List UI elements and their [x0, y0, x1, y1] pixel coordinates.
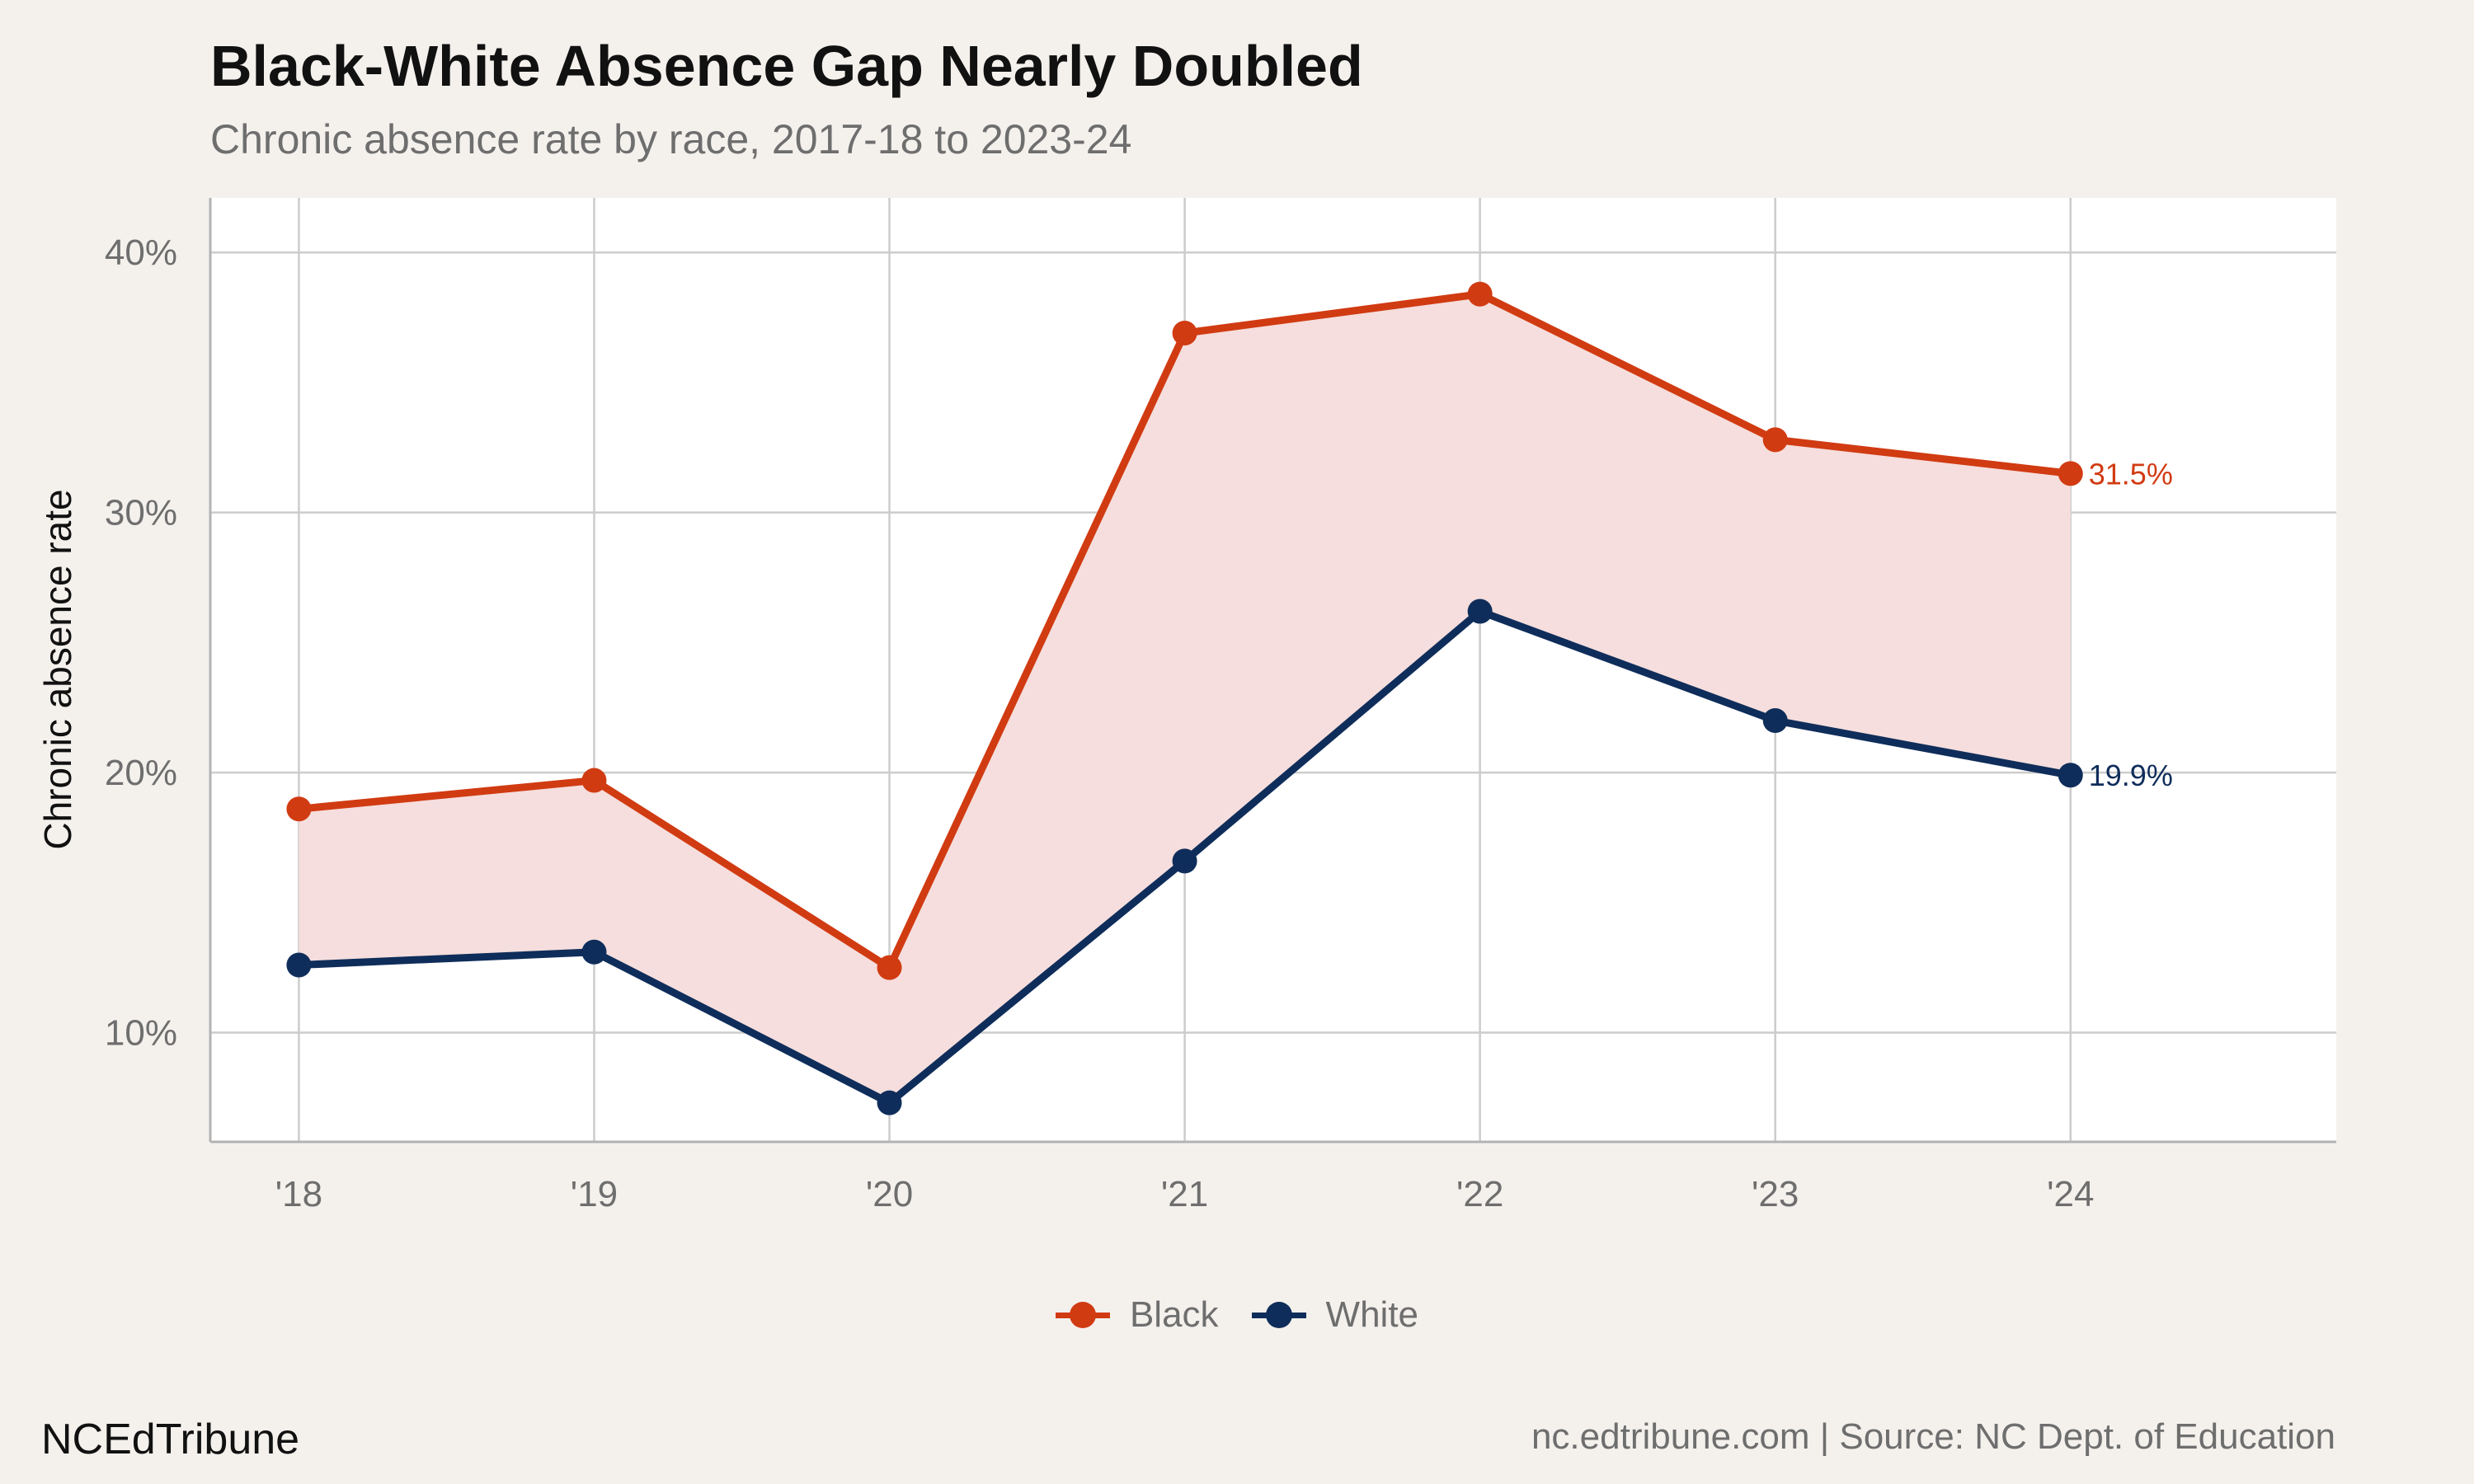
legend-item-black: Black: [1055, 1294, 1219, 1336]
end-label-white: 19.9%: [2089, 758, 2173, 792]
legend-key-icon: [1055, 1298, 1110, 1331]
legend-item-white: White: [1251, 1294, 1419, 1336]
y-axis-label: Chronic absence rate: [36, 489, 79, 849]
end-label-black: 31.5%: [2089, 457, 2173, 491]
y-tick-label: 10%: [105, 1013, 177, 1054]
data-point-black: [2058, 461, 2083, 486]
legend-key-icon: [1251, 1298, 1306, 1331]
data-point-white: [1172, 848, 1197, 874]
x-tick-label: '18: [275, 1174, 322, 1214]
brand-label: NCEdTribune: [41, 1416, 300, 1463]
axes: [209, 198, 2336, 1144]
gap-fill-area: [299, 294, 2071, 1103]
x-tick-label: '21: [1161, 1174, 1208, 1214]
data-point-black: [581, 768, 607, 793]
legend: Black White: [0, 1294, 2474, 1336]
data-point-black: [1172, 321, 1197, 346]
chart-title: Black-White Absence Gap Nearly Doubled: [210, 34, 1363, 98]
data-point-black: [1762, 427, 1788, 453]
legend-label: Black: [1129, 1294, 1219, 1335]
y-tick-label: 20%: [105, 753, 177, 793]
legend-label: White: [1325, 1294, 1419, 1335]
data-point-white: [877, 1090, 902, 1115]
x-tick-label: '22: [1456, 1174, 1503, 1214]
data-point-black: [1467, 281, 1493, 307]
tick-labels: 10% 20% 30% 40% '18 '19 '20 '21 '22 '23 '24: [105, 232, 2095, 1214]
data-point-white: [286, 952, 312, 978]
x-tick-label: '19: [571, 1174, 618, 1214]
x-tick-label: '24: [2047, 1174, 2094, 1214]
series-lines: 31.5% 19.9%: [286, 281, 2173, 1115]
source-caption: nc.edtribune.com | Source: NC Dept. of E…: [1531, 1416, 2335, 1457]
data-point-white: [2058, 763, 2083, 788]
x-tick-label: '23: [1752, 1174, 1799, 1214]
y-tick-label: 30%: [105, 493, 177, 533]
data-point-white: [581, 939, 607, 965]
gap-area: [299, 294, 2071, 1103]
data-point-white: [1467, 599, 1493, 624]
data-point-white: [1762, 708, 1788, 734]
y-tick-label: 40%: [105, 232, 177, 273]
data-point-black: [877, 955, 902, 980]
data-point-black: [286, 796, 312, 822]
x-tick-label: '20: [866, 1174, 913, 1214]
chart-subtitle: Chronic absence rate by race, 2017-18 to…: [210, 116, 1132, 162]
